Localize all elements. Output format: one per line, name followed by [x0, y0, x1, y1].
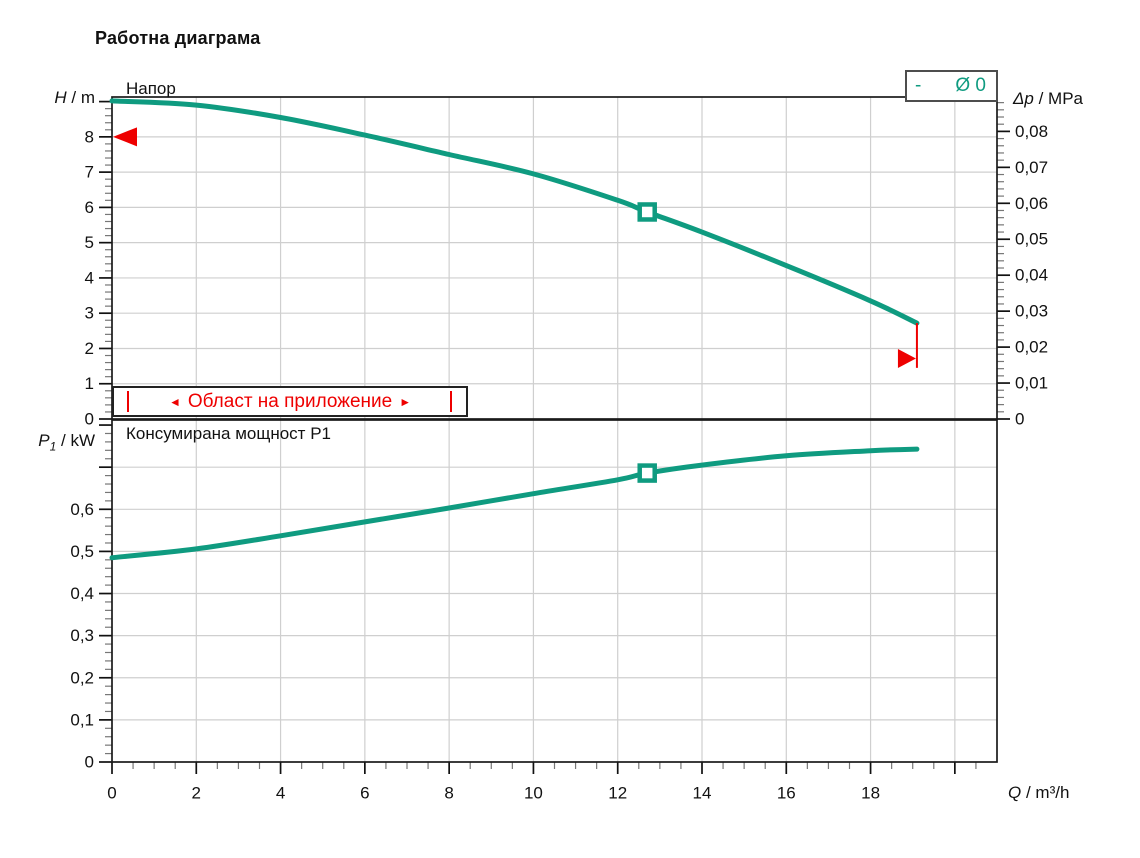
tick-label: 0,3 [70, 626, 94, 645]
q-axis-var: Q [1008, 783, 1022, 802]
dp-axis-label: Δp / MPa [1013, 89, 1083, 109]
tick-label: 6 [85, 198, 94, 217]
head-curve-caption: Напор [126, 79, 176, 98]
page-title: Работна диаграма [95, 28, 261, 48]
tick-label: 7 [85, 163, 94, 182]
p1-axis-sub: 1 [49, 439, 57, 454]
h-axis-var: H [54, 88, 67, 107]
p1-axis-label: P1 / kW [16, 431, 95, 453]
power-curve-chart: 0 0,1 0,2 0,3 0,4 0,5 0,6 0 2 4 6 8 10 12 14 16 18 [70, 419, 998, 803]
p1-axis-var: P [38, 431, 50, 450]
tick-label: 0,4 [70, 584, 94, 603]
grid [112, 420, 997, 762]
tick-label: 0,01 [1015, 374, 1048, 393]
tick-label: 0 [85, 753, 94, 772]
duty-point-marker [637, 202, 657, 222]
right-axis: 0 0,01 0,02 0,03 0,04 0,05 0,06 0,07 0,08 [997, 102, 1048, 429]
tick-label: 0,5 [70, 542, 94, 561]
tick-label: 4 [85, 268, 94, 287]
application-range-right-bar [450, 391, 453, 413]
tick-label: 0 [107, 784, 116, 803]
end-flag-arrow-icon [897, 348, 916, 368]
red-annotations [113, 127, 918, 368]
tick-label: 0,03 [1015, 302, 1048, 321]
tick-label: 0 [1015, 410, 1024, 429]
power-curve [109, 446, 920, 561]
h-axis-label: H / m [20, 88, 95, 108]
tick-label: 10 [524, 784, 543, 803]
application-range-left-bar [127, 391, 129, 413]
head-curve [109, 98, 920, 326]
application-range-box: ◄ Област на приложение ► [112, 386, 469, 418]
tick-label: 0,08 [1015, 122, 1048, 141]
tick-label: 18 [861, 784, 880, 803]
q-axis-unit: / m³/h [1021, 783, 1070, 802]
tick-label: 8 [444, 784, 453, 803]
tick-label: 0,07 [1015, 158, 1048, 177]
plot-border [111, 96, 998, 420]
application-range-text: Област на приложение [187, 390, 393, 412]
tick-label: 2 [85, 339, 94, 358]
left-axis: 0 0,1 0,2 0,3 0,4 0,5 0,6 [70, 424, 112, 772]
tick-label: 8 [85, 127, 94, 146]
tick-label: 3 [85, 304, 94, 323]
tick-label: 14 [693, 784, 712, 803]
grid [112, 97, 997, 419]
head-curve-chart: 0 1 2 3 4 5 6 7 8 0 0,01 0,02 0,03 0,04 0,05 0,06 0,07 0,… [85, 96, 1048, 429]
tick-label: 2 [192, 784, 201, 803]
legend: - Ø 0 [905, 70, 998, 102]
tick-label: 4 [276, 784, 285, 803]
plot-border [111, 419, 998, 763]
q-axis-label: Q / m³/h [1008, 783, 1069, 803]
tick-label: 0,04 [1015, 266, 1048, 285]
tick-label: 0,06 [1015, 194, 1048, 213]
legend-impeller-label: Ø 0 [955, 75, 986, 96]
tick-label: 0,02 [1015, 338, 1048, 357]
application-range-right-arrow-icon: ► [399, 394, 412, 409]
tick-label: 5 [85, 233, 94, 252]
p1-axis-unit: / kW [56, 431, 95, 450]
left-axis: 0 1 2 3 4 5 6 7 8 [85, 100, 112, 429]
tick-label: 0 [85, 410, 94, 429]
legend-dash: - [915, 75, 922, 96]
tick-label: 6 [360, 784, 369, 803]
tick-label: 0,05 [1015, 230, 1048, 249]
tick-label: 0,1 [70, 710, 94, 729]
power-curve-caption: Консумирана мощност P1 [126, 424, 331, 443]
dp-axis-unit: / MPa [1033, 89, 1083, 108]
dp-axis-var: Δp [1013, 89, 1034, 108]
application-range-left-arrow-icon: ◄ [168, 394, 181, 409]
tick-label: 16 [777, 784, 796, 803]
tick-label: 0,6 [70, 500, 94, 519]
tick-label: 0,2 [70, 668, 94, 687]
tick-label: 12 [608, 784, 627, 803]
x-axis: 0 2 4 6 8 10 12 14 16 18 [107, 762, 977, 803]
duty-point-marker [637, 463, 657, 483]
h-axis-unit: / m [66, 88, 95, 107]
tick-label: 1 [85, 374, 94, 393]
max-head-arrow-icon [113, 127, 137, 147]
